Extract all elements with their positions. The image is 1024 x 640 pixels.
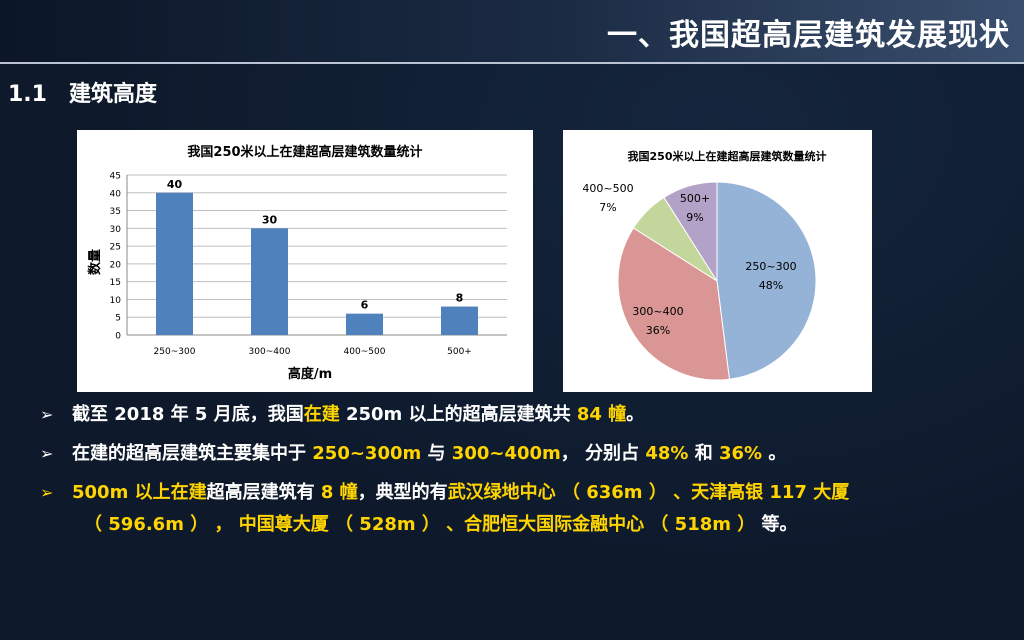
- bullet-text: ， 分别占: [560, 443, 646, 464]
- pie-slice-label: 400~500: [582, 182, 633, 195]
- pie-slice-percent: 48%: [759, 279, 783, 292]
- bullet-item: ➢ 截至 2018 年 5 月底，我国在建 250m 以上的超高层建筑共 84 …: [40, 404, 1020, 426]
- pie-chart-title: 我国250米以上在建超高层建筑数量统计: [628, 149, 827, 163]
- pie-chart-panel: 我国250米以上在建超高层建筑数量统计 250~300 48% 300~400 36%…: [563, 130, 872, 392]
- bar-chart-panel: 我国250米以上在建超高层建筑数量统计 40 30 6 8 0 5 10 15 20 25 30 3…: [77, 130, 533, 392]
- pie-slice-label: 250~300: [745, 260, 796, 273]
- bullet-text: 与: [421, 443, 452, 464]
- bar: [156, 192, 193, 335]
- x-tick-label: 300~400: [249, 347, 291, 357]
- y-tick-label: 20: [110, 260, 122, 270]
- x-tick-label: 500+: [447, 347, 472, 357]
- bullet-continuation: （ 596.6m ） ， 中国尊大厦 （ 528m ） 、合肥恒大国际金融中心 …: [72, 514, 1020, 536]
- arrow-bullet-icon: ➢: [40, 483, 54, 502]
- bullet-highlight: 在建: [303, 404, 340, 425]
- y-tick-label: 15: [110, 278, 121, 288]
- pie-slice: [663, 181, 718, 283]
- bullet-highlight: 84 幢: [576, 404, 627, 425]
- pie-slice: [716, 181, 817, 380]
- bullet-highlight: 48%: [645, 443, 689, 464]
- arrow-bullet-icon: ➢: [40, 444, 54, 463]
- bullet-highlight: （ 596.6m ） ， 中国尊大厦 （ 528m ） 、合肥恒大国际金融中心 …: [84, 514, 756, 535]
- bullet-highlight: 250~300m: [312, 443, 422, 464]
- pie-slice-percent: 9%: [686, 211, 703, 224]
- bar-data-label: 30: [262, 213, 278, 226]
- bullet-highlight: 500m 以上在建: [72, 482, 207, 503]
- bullet-text: ，典型的有: [357, 482, 448, 503]
- bullet-text: 截至 2018 年 5 月底，我国: [72, 404, 304, 425]
- bullet-text: 和: [688, 443, 719, 464]
- pie-chart: 我国250米以上在建超高层建筑数量统计 250~300 48% 300~400 36%…: [582, 149, 827, 381]
- bullet-highlight: 300~400m: [451, 443, 561, 464]
- bullet-text: 250m 以上的超高层建筑共: [339, 404, 577, 425]
- bullet-highlight: 36%: [718, 443, 763, 464]
- bar-chart-title: 我国250米以上在建超高层建筑数量统计: [187, 144, 422, 160]
- pie-slice-percent: 36%: [646, 324, 670, 337]
- pie-slice: [617, 227, 730, 381]
- bullet-text: 。: [762, 443, 787, 464]
- bullet-text: 。: [626, 404, 645, 425]
- bar-chart-ylabel: 数量: [87, 249, 103, 275]
- x-tick-label: 250~300: [154, 347, 196, 357]
- y-tick-label: 45: [110, 172, 121, 182]
- pie-slice-percent: 7%: [599, 201, 616, 214]
- bar: [251, 228, 288, 335]
- y-tick-label: 25: [110, 243, 121, 253]
- bullet-text: 等。: [755, 514, 798, 535]
- bar: [346, 313, 383, 335]
- bar-chart-xlabel: 高度/m: [288, 366, 332, 382]
- bar: [441, 306, 478, 335]
- bar-data-label: 8: [456, 292, 464, 305]
- bullet-text: 在建的超高层建筑主要集中于: [72, 443, 313, 464]
- bullet-item: ➢ 500m 以上在建超高层建筑有 8 幢，典型的有武汉绿地中心 （ 636m …: [40, 482, 1020, 536]
- page-title: 一、我国超高层建筑发展现状: [607, 18, 1010, 53]
- pie-slice-label: 500+: [680, 192, 710, 205]
- header-bar: 一、我国超高层建筑发展现状: [0, 0, 1024, 62]
- bullet-highlight: 8 幢: [320, 482, 358, 503]
- section-title-text: 建筑高度: [68, 82, 157, 107]
- y-tick-label: 30: [110, 225, 122, 235]
- bullet-list: ➢ 截至 2018 年 5 月底，我国在建 250m 以上的超高层建筑共 84 …: [40, 404, 1020, 553]
- bar-chart: 我国250米以上在建超高层建筑数量统计 40 30 6 8 0 5 10 15 20 25 30 3…: [87, 144, 507, 382]
- x-tick-label: 400~500: [344, 347, 386, 357]
- y-tick-label: 40: [110, 189, 122, 199]
- bullet-text: 超高层建筑有: [206, 482, 321, 503]
- section-number: 1.1: [8, 82, 47, 107]
- pie-slice-label: 300~400: [632, 305, 683, 318]
- section-title: 1.1 建筑高度: [8, 76, 157, 108]
- y-tick-label: 5: [115, 314, 121, 324]
- header-divider: [0, 62, 1024, 64]
- bar-data-label: 40: [167, 178, 183, 191]
- bullet-highlight: 武汉绿地中心 （ 636m ） 、天津高银 117 大厦: [447, 482, 850, 503]
- bar-data-label: 6: [361, 299, 369, 312]
- bullet-item: ➢ 在建的超高层建筑主要集中于 250~300m 与 300~400m， 分别占…: [40, 443, 1020, 465]
- y-tick-label: 10: [110, 296, 122, 306]
- y-tick-label: 0: [115, 332, 121, 342]
- arrow-bullet-icon: ➢: [40, 405, 54, 424]
- y-tick-label: 35: [110, 207, 121, 217]
